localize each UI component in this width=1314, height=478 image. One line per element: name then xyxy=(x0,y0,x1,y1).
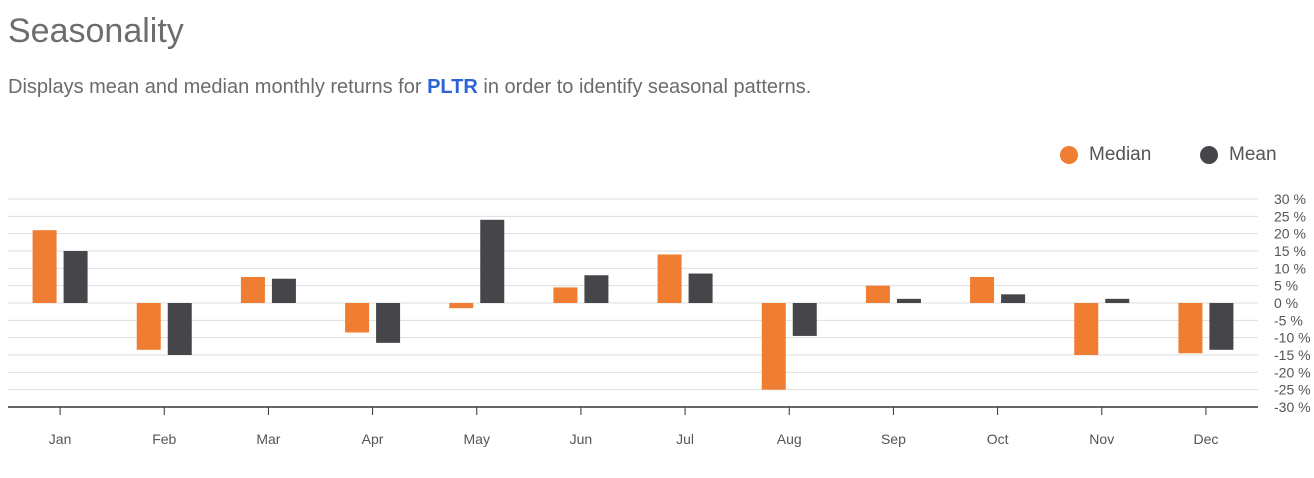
legend-label-median: Median xyxy=(1089,144,1152,165)
bar-mean-nov[interactable] xyxy=(1105,298,1130,303)
x-tick-label-feb: Feb xyxy=(152,431,176,447)
bar-median-nov[interactable] xyxy=(1074,303,1099,355)
legend-item-mean[interactable]: Mean xyxy=(1200,144,1277,166)
labels-layer: 30 %25 % 20 %15 %10 % 5 %0 %-5 % -10 %-15 %… xyxy=(49,191,1311,447)
y-tick-label: -15 % xyxy=(1274,347,1311,363)
x-tick-label-aug: Aug xyxy=(777,431,802,447)
y-tick-label: 0 % xyxy=(1274,295,1298,311)
y-tick-label: 10 % xyxy=(1274,260,1306,276)
x-tick-label-sep: Sep xyxy=(881,431,906,447)
bar-median-mar[interactable] xyxy=(240,277,265,303)
subtitle-text-before: Displays mean and median monthly returns… xyxy=(8,76,428,98)
bar-mean-aug[interactable] xyxy=(792,303,817,336)
bar-median-dec[interactable] xyxy=(1178,303,1203,354)
bar-median-jul[interactable] xyxy=(657,254,682,303)
x-tick-label-nov: Nov xyxy=(1089,431,1114,447)
bar-mean-sep[interactable] xyxy=(896,298,921,303)
x-tick-label-mar: Mar xyxy=(256,431,280,447)
subtitle-text-after: in order to identify seasonal patterns. xyxy=(477,76,812,98)
y-tick-label: -20 % xyxy=(1274,364,1311,380)
x-tick-label-dec: Dec xyxy=(1193,431,1218,447)
bar-median-apr[interactable] xyxy=(345,303,370,333)
y-tick-label: 15 % xyxy=(1274,243,1306,259)
bar-median-aug[interactable] xyxy=(761,303,786,390)
legend-dot-median xyxy=(1060,146,1078,164)
bar-mean-oct[interactable] xyxy=(1001,294,1026,303)
bar-mean-dec[interactable] xyxy=(1209,303,1234,350)
legend-item-median[interactable]: Median xyxy=(1060,144,1151,166)
x-tick-label-oct: Oct xyxy=(987,431,1009,447)
bar-mean-jun[interactable] xyxy=(584,275,609,303)
x-tick-label-jul: Jul xyxy=(676,431,694,447)
bar-mean-mar[interactable] xyxy=(271,278,296,303)
page-title: Seasonality xyxy=(8,12,184,50)
x-tick-label-jun: Jun xyxy=(570,431,593,447)
y-tick-label: 20 % xyxy=(1274,226,1306,242)
bar-mean-jan[interactable] xyxy=(63,251,88,303)
bar-median-jan[interactable] xyxy=(32,230,57,303)
y-tick-label: 5 % xyxy=(1274,278,1298,294)
bar-median-may[interactable] xyxy=(449,303,474,309)
bar-mean-apr[interactable] xyxy=(376,303,401,343)
y-tick-label: -10 % xyxy=(1274,330,1311,346)
bar-median-jun[interactable] xyxy=(553,287,578,303)
grid-layer xyxy=(8,198,1258,391)
ticker-link[interactable]: PLTR xyxy=(427,76,478,98)
bars-layer xyxy=(32,219,1234,390)
bar-median-feb[interactable] xyxy=(136,303,161,350)
y-tick-label: -30 % xyxy=(1274,399,1311,415)
bar-median-sep[interactable] xyxy=(865,285,890,303)
y-tick-label: -5 % xyxy=(1274,312,1303,328)
axis-layer xyxy=(8,406,1258,415)
y-tick-label: -25 % xyxy=(1274,382,1311,398)
bar-mean-jul[interactable] xyxy=(688,273,713,303)
legend-label-mean: Mean xyxy=(1229,144,1277,165)
legend-dot-mean xyxy=(1200,146,1218,164)
x-tick-label-apr: Apr xyxy=(362,431,384,447)
bar-mean-may[interactable] xyxy=(480,219,505,303)
x-tick-label-jan: Jan xyxy=(49,431,72,447)
bar-mean-feb[interactable] xyxy=(167,303,192,355)
page-subtitle: Displays mean and median monthly returns… xyxy=(8,76,811,99)
y-tick-label: 30 % xyxy=(1274,191,1306,207)
bar-median-oct[interactable] xyxy=(970,277,995,303)
y-tick-label: 25 % xyxy=(1274,208,1306,224)
x-tick-label-may: May xyxy=(464,431,490,447)
